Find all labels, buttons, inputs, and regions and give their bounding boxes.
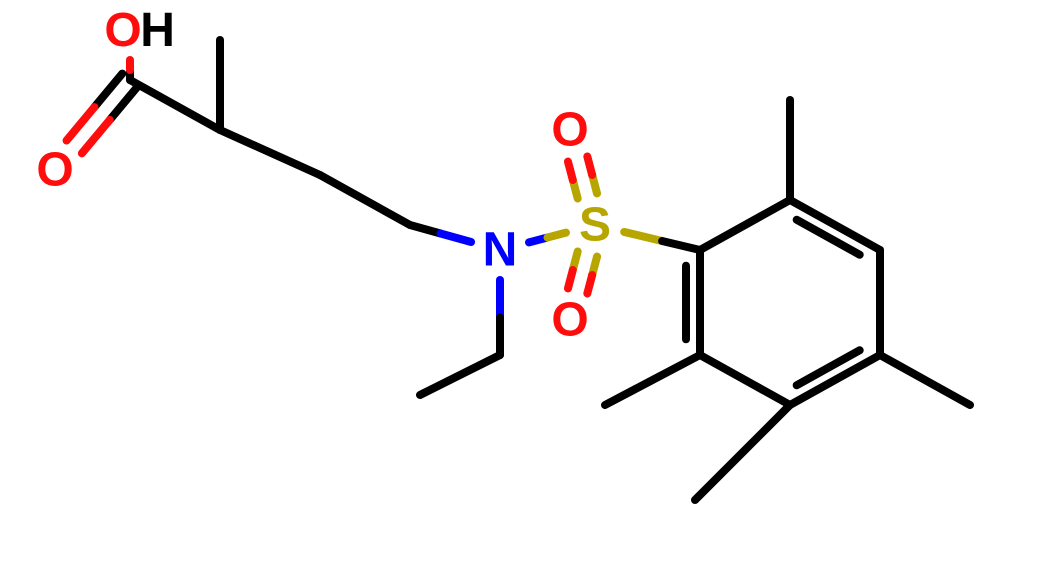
atom-O_s_bot: O (551, 294, 588, 347)
bonds-layer (67, 40, 970, 500)
atom-O_dbl: O (36, 144, 73, 197)
atom-O_oh: OH (104, 4, 175, 57)
atom-S: S (579, 199, 611, 252)
atom-O_s_top: O (551, 104, 588, 157)
atom-N: N (483, 224, 518, 277)
molecule-canvas: OHONSOO (0, 0, 1042, 586)
